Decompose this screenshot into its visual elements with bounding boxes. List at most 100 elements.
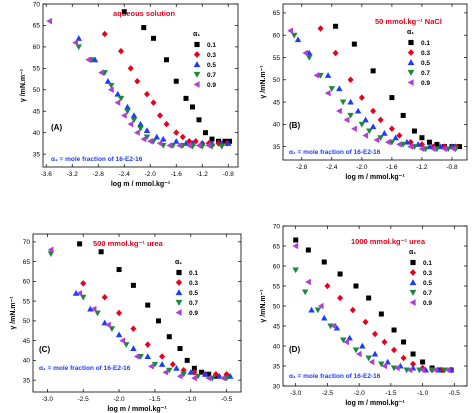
legend-entry: 0.9 <box>207 82 216 89</box>
x-tick-label: -2.4 <box>326 164 338 171</box>
data-point <box>301 289 309 296</box>
x-tick-label: -3.6 <box>41 171 53 178</box>
y-tick-label: 35 <box>33 151 41 158</box>
y-tick-label: 45 <box>273 323 281 330</box>
data-point <box>169 361 176 368</box>
data-point <box>400 354 407 362</box>
x-tick-label: -2.5 <box>78 396 90 403</box>
y-tick-label: 70 <box>33 1 41 8</box>
y-tick-label: 35 <box>273 363 281 370</box>
data-point <box>377 135 384 141</box>
y-tick-label: 65 <box>23 259 31 266</box>
data-point <box>219 374 226 382</box>
data-point <box>391 346 398 354</box>
data-point <box>406 366 413 374</box>
y-tick-label: 70 <box>273 223 281 230</box>
data-point <box>145 302 151 308</box>
data-series <box>72 290 234 379</box>
data-point <box>370 68 376 74</box>
data-point <box>191 374 197 382</box>
data-point <box>163 120 170 128</box>
data-point <box>313 72 320 79</box>
chart-annotation: α₁ = mole fraction of 16-E2-16 <box>289 149 381 156</box>
data-series <box>287 27 456 153</box>
data-point <box>108 83 115 89</box>
data-point <box>196 117 202 123</box>
x-tick-label: -2.5 <box>322 390 334 397</box>
x-tick-label: -2.0 <box>356 164 368 171</box>
x-tick-label: -1.6 <box>386 164 398 171</box>
data-point <box>176 372 183 380</box>
data-point <box>391 327 397 333</box>
data-point <box>441 367 449 374</box>
legend-entry: 0.9 <box>423 300 432 307</box>
data-point <box>179 133 186 141</box>
chart-panel: -3.0 -2.5 -2.0 -1.5 -1.0 -0.5 35 40 45 50 55 60 65 70… <box>10 233 242 413</box>
data-point <box>343 116 350 124</box>
data-point <box>124 103 131 110</box>
legend-marker <box>193 71 201 78</box>
data-point <box>173 365 180 371</box>
data-point <box>336 107 342 115</box>
data-point <box>119 337 126 344</box>
data-point <box>90 305 97 313</box>
data-point <box>302 49 309 57</box>
data-point <box>346 334 353 341</box>
x-tick-label: -2.4 <box>119 171 131 178</box>
data-point <box>85 56 91 64</box>
data-point <box>389 95 395 101</box>
data-point <box>205 142 212 149</box>
data-point <box>158 361 166 367</box>
data-point <box>384 358 391 365</box>
data-point <box>166 367 173 374</box>
data-point <box>176 142 182 149</box>
data-point <box>419 366 426 374</box>
y-tick-label: 35 <box>23 377 31 384</box>
data-point <box>324 72 332 78</box>
y-tick-label: 45 <box>23 338 31 345</box>
data-point <box>354 107 362 114</box>
data-point <box>428 367 436 374</box>
y-tick-label: 40 <box>273 122 281 129</box>
data-point <box>80 280 87 287</box>
data-point <box>121 9 127 15</box>
legend: α₁ 0.1 0.3 0.5 0.7 0.9 <box>175 259 198 317</box>
data-point <box>324 89 331 97</box>
x-tick-label: -0.8 <box>223 171 235 178</box>
data-point <box>137 120 144 127</box>
data-point <box>191 365 197 371</box>
plot-frame <box>42 3 239 168</box>
x-tick-label: -2.0 <box>145 171 157 178</box>
legend-marker <box>407 59 415 66</box>
data-point <box>116 267 122 273</box>
data-point <box>134 77 141 85</box>
data-point <box>130 112 138 119</box>
data-point <box>160 135 167 142</box>
data-point <box>141 25 147 31</box>
data-point <box>351 41 357 47</box>
data-point <box>347 112 354 119</box>
data-point <box>173 78 179 84</box>
data-point <box>441 145 447 153</box>
y-tick-label: 55 <box>273 283 281 290</box>
y-tick-label: 65 <box>273 10 281 17</box>
data-point <box>130 117 138 124</box>
data-point <box>144 341 151 348</box>
data-point <box>184 357 190 363</box>
data-point <box>306 54 313 61</box>
data-point <box>401 339 407 345</box>
x-tick-label: -3.0 <box>42 396 54 403</box>
data-point <box>124 108 131 115</box>
data-point <box>101 319 108 326</box>
x-tick-label: -2.8 <box>93 171 105 178</box>
plot-frame <box>32 233 242 393</box>
data-point <box>396 141 402 148</box>
legend-marker <box>193 51 201 58</box>
data-point <box>388 125 395 133</box>
data-point <box>355 350 362 358</box>
y-tick-label: 60 <box>273 33 281 40</box>
data-point <box>429 145 436 153</box>
legend-marker <box>409 269 417 276</box>
data-point <box>77 241 83 247</box>
